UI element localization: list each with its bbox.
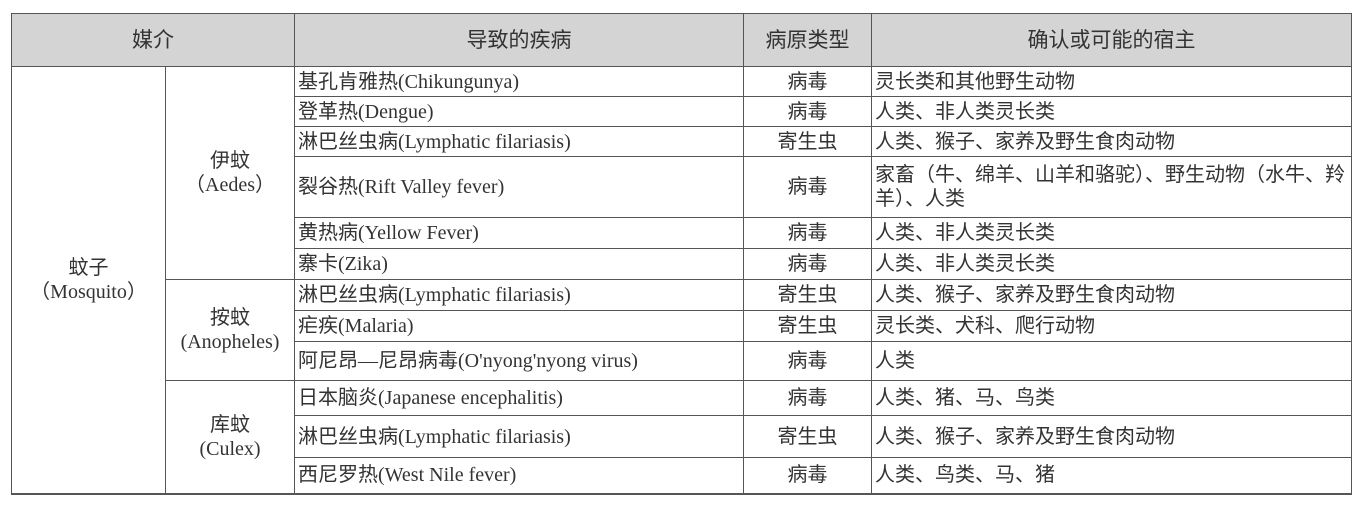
hosts-cell: 人类、非人类灵长类 (871, 96, 1352, 127)
pathogen-type-cell: 寄生虫 (743, 310, 872, 342)
hosts-cell: 家畜（牛、绵羊、山羊和骆驼）、野生动物（水牛、羚羊）、人类 (871, 156, 1352, 218)
genus-latin: (Culex) (199, 437, 261, 460)
header-vector: 媒介 (11, 13, 295, 67)
vector-name: 蚊子 (68, 256, 109, 279)
table-row: 西尼罗热(West Nile fever) 病毒 人类、鸟类、马、猪 (12, 457, 1352, 494)
table-row: 阿尼昂—尼昂病毒(O'nyong'nyong virus) 病毒 人类 (12, 341, 1352, 381)
disease-cell: 西尼罗热(West Nile fever) (294, 457, 744, 494)
hosts-cell: 人类、猪、马、鸟类 (871, 380, 1352, 416)
hosts-cell: 人类、非人类灵长类 (871, 217, 1352, 249)
disease-cell: 基孔肯雅热(Chikungunya) (294, 66, 744, 97)
genus-name: 按蚊 (210, 307, 250, 329)
disease-cell: 日本脑炎(Japanese encephalitis) (294, 380, 744, 416)
pathogen-type-cell: 病毒 (743, 380, 872, 416)
hosts-cell: 人类、非人类灵长类 (871, 248, 1352, 280)
disease-cell: 黄热病(Yellow Fever) (294, 217, 744, 249)
hosts-cell: 灵长类、犬科、爬行动物 (871, 310, 1352, 342)
disease-cell: 淋巴丝虫病(Lymphatic filariasis) (294, 415, 744, 458)
hosts-cell: 人类 (871, 341, 1352, 381)
disease-cell: 阿尼昂—尼昂病毒(O'nyong'nyong virus) (294, 341, 744, 381)
table-row: 库蚊 (Culex) 日本脑炎(Japanese encephalitis) 病毒 人类… (12, 380, 1352, 494)
genus-cell: 库蚊 (Culex) (165, 380, 295, 494)
disease-cell: 淋巴丝虫病(Lymphatic filariasis) (294, 126, 744, 157)
hosts-cell: 人类、猴子、家养及野生食肉动物 (871, 415, 1352, 458)
disease-cell: 淋巴丝虫病(Lymphatic filariasis) (294, 279, 744, 311)
pathogen-type-cell: 病毒 (743, 248, 872, 280)
genus-name: 库蚊 (210, 413, 250, 436)
vector-latin: （Mosquito） (30, 280, 147, 303)
header-hosts: 确认或可能的宿主 (871, 13, 1352, 67)
table-row: 登革热(Dengue) 病毒 人类、非人类灵长类 (12, 96, 1352, 127)
pathogen-type-cell: 寄生虫 (743, 126, 872, 157)
table-row: 疟疾(Malaria) 寄生虫 灵长类、犬科、爬行动物 (12, 310, 1352, 342)
table-row: 蚊子 （Mosquito） 伊蚊 （Aedes） 基孔肯雅热(Chikungunya) 病… (11, 66, 1352, 494)
disease-cell: 裂谷热(Rift Valley fever) (294, 156, 744, 218)
pathogen-type-cell: 病毒 (743, 217, 872, 249)
disease-cell: 疟疾(Malaria) (294, 310, 744, 342)
header-row: 媒介 导致的疾病 病原类型 确认或可能的宿主 (11, 13, 1352, 67)
vector-disease-table: 媒介 导致的疾病 病原类型 确认或可能的宿主 蚊子 （Mosquito） 伊蚊 （Ae… (11, 13, 1352, 495)
pathogen-type-cell: 病毒 (743, 341, 872, 381)
disease-cell: 登革热(Dengue) (294, 96, 744, 127)
genus-cell: 伊蚊 （Aedes） (165, 66, 295, 280)
table-row: 裂谷热(Rift Valley fever) 病毒 家畜（牛、绵羊、山羊和骆驼）、野… (12, 156, 1352, 218)
vector-cell: 蚊子 （Mosquito） (11, 66, 166, 494)
pathogen-type-cell: 病毒 (743, 96, 872, 127)
hosts-cell: 灵长类和其他野生动物 (871, 66, 1352, 97)
genus-latin: （Aedes） (185, 174, 275, 196)
pathogen-type-cell: 病毒 (743, 156, 872, 218)
genus-latin: (Anopheles) (180, 331, 280, 353)
pathogen-type-cell: 寄生虫 (743, 279, 872, 311)
hosts-cell: 人类、猴子、家养及野生食肉动物 (871, 279, 1352, 311)
table-row: 淋巴丝虫病(Lymphatic filariasis) 寄生虫 人类、猴子、家养及野… (12, 126, 1352, 157)
table-row: 淋巴丝虫病(Lymphatic filariasis) 寄生虫 人类、猴子、家养及野… (12, 415, 1352, 458)
table-row: 按蚊 (Anopheles) 淋巴丝虫病(Lymphatic filariasis)… (12, 279, 1352, 381)
pathogen-type-cell: 病毒 (743, 457, 872, 494)
disease-cell: 寨卡(Zika) (294, 248, 744, 280)
hosts-cell: 人类、猴子、家养及野生食肉动物 (871, 126, 1352, 157)
genus-name: 伊蚊 (210, 150, 250, 172)
genus-cell: 按蚊 (Anopheles) (165, 279, 295, 381)
table-row: 黄热病(Yellow Fever) 病毒 人类、非人类灵长类 (12, 217, 1352, 249)
pathogen-type-cell: 病毒 (743, 66, 872, 97)
header-pathogen-type: 病原类型 (743, 13, 872, 67)
header-disease: 导致的疾病 (294, 13, 744, 67)
pathogen-type-cell: 寄生虫 (743, 415, 872, 458)
hosts-cell: 人类、鸟类、马、猪 (871, 457, 1352, 494)
